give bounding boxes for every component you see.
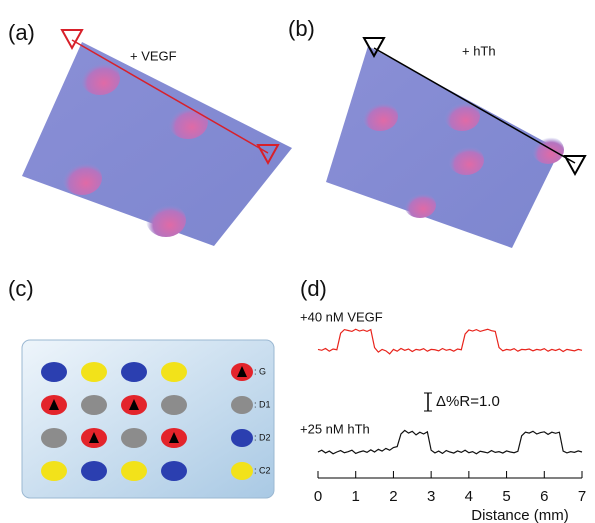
legend-label: : D2 [254,432,271,442]
spot [81,461,107,481]
scale-label: Δ%R=1.0 [436,393,500,410]
panel-c: (c) : G : D1 : D2 : C2 [8,276,274,498]
surface-image [326,46,560,248]
panel-label: (b) [288,16,315,41]
legend-label: : C2 [254,465,271,475]
panel-label: (c) [8,276,34,301]
spot [161,362,187,382]
legend-label: : G [254,366,266,376]
spot [168,105,208,139]
spot [362,101,398,131]
spot [41,428,67,448]
annotation: + hTh [462,43,496,58]
trace [318,329,582,354]
spot [81,395,107,415]
panel-b: (b) + hTh [288,16,585,248]
spot [161,461,187,481]
x-axis-label: Distance (mm) [471,507,569,523]
spot [62,161,102,195]
spot [41,461,67,481]
legend-swatch [231,429,253,447]
marker [62,30,82,48]
panel-a: (a) + VEGF [8,20,292,246]
spot [81,362,107,382]
spot [41,362,67,382]
spot [161,395,187,415]
x-tick-label: 4 [465,488,473,505]
x-tick-label: 3 [427,488,435,505]
panel-label: (d) [300,276,327,301]
spot [404,192,436,218]
figure: (a) + VEGF (b) + hTh (c) : G : D1 : D2 : C2… [0,0,595,523]
panel-d: (d) Distance (mm) 0 1 2 3 4 5 6 7 +40 nM VEGF +25… [300,276,586,523]
legend-label: : D1 [254,399,271,409]
legend-swatch [231,462,253,480]
spot [146,203,186,237]
spot [121,362,147,382]
annotation: + VEGF [130,48,177,63]
x-tick-label: 0 [314,488,322,505]
panel-label: (a) [8,20,35,45]
x-tick-label: 1 [352,488,360,505]
x-tick-label: 7 [578,488,586,505]
legend-swatch [231,396,253,414]
spot [80,61,120,95]
x-tick-label: 5 [502,488,510,505]
trace-label: +40 nM VEGF [300,309,383,324]
spot [121,461,147,481]
spot [532,136,564,164]
trace-label: +25 nM hTh [300,421,370,436]
spot [121,428,147,448]
x-tick-label: 6 [540,488,548,505]
spot [448,145,484,175]
x-tick-label: 2 [389,488,397,505]
